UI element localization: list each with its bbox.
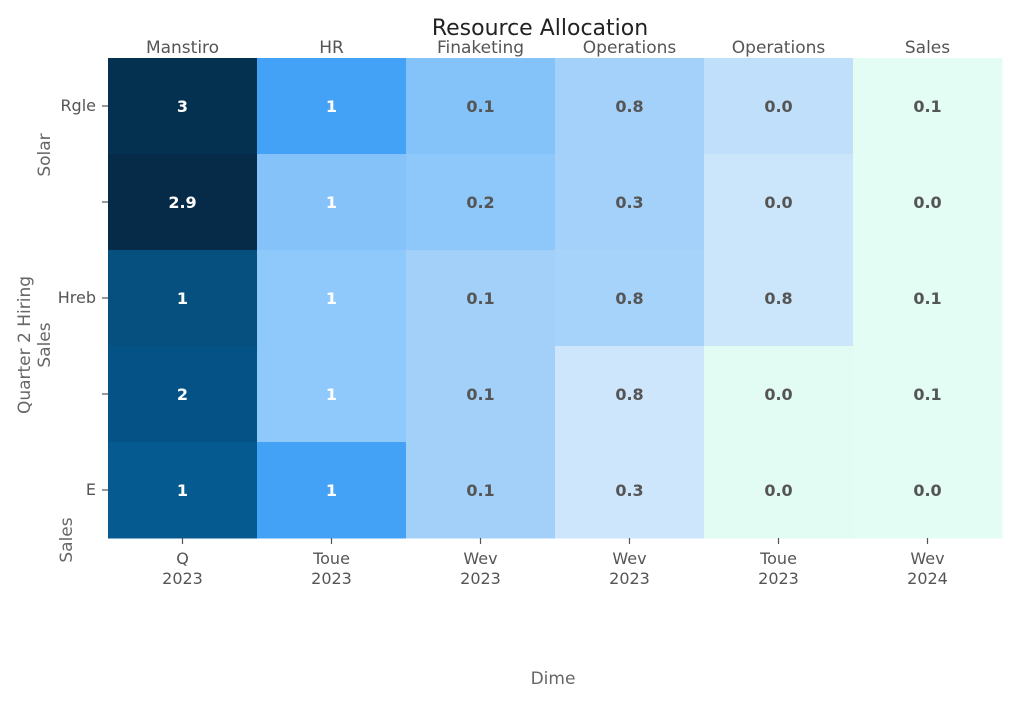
cell-value-label: 0.0: [764, 481, 792, 500]
heatmap-cell: [406, 442, 556, 539]
heatmap-cell: [406, 346, 556, 443]
heatmap-cell: [704, 250, 854, 347]
cell-value-label: 1: [326, 193, 337, 212]
heatmap-cells: 3 1 0.1 0.8 0.0 0.1 2.9 1 0.2 0.3 0.0 0.0 1 1 0.1 0.8 0.…: [108, 58, 1003, 539]
cell-value-label: 0.8: [764, 289, 792, 308]
heatmap-cell: [108, 154, 258, 251]
heatmap-cell: [555, 346, 705, 443]
x-tick-label-line-2: 2023: [162, 569, 203, 588]
chart-title: Resource Allocation: [432, 16, 648, 41]
heatmap-cell: [108, 442, 258, 539]
y-axis-label-fragment-bottom: Sales: [57, 517, 77, 562]
cell-value-label: 0.1: [913, 385, 941, 404]
cell-value-label: 0.1: [466, 385, 494, 404]
heatmap-cell: [257, 58, 407, 155]
cell-value-label: 1: [326, 289, 337, 308]
heatmap-cell: [853, 58, 1003, 155]
heatmap-cell: [406, 250, 556, 347]
y-axis-label-fragment-top: Solar: [35, 133, 55, 176]
x-tick-label-line-2: 2023: [609, 569, 650, 588]
cell-value-label: 0.1: [466, 97, 494, 116]
heatmap-cell: [406, 58, 556, 155]
cell-value-label: 1: [326, 481, 337, 500]
cell-value-label: 0.3: [615, 481, 643, 500]
heatmap-cell: [555, 442, 705, 539]
y-axis-label-line-1: Quarter 2 Hiring: [15, 276, 35, 414]
cell-value-label: 1: [177, 289, 188, 308]
cell-value-label: 1: [326, 97, 337, 116]
heatmap-cell: [853, 346, 1003, 443]
x-tick-label-line-2: 2024: [907, 569, 948, 588]
x-tick-label-line-2: 2023: [460, 569, 501, 588]
top-category-label: Manstiro: [146, 38, 219, 58]
cell-value-label: 1: [177, 481, 188, 500]
cell-value-label: 0.0: [764, 193, 792, 212]
top-category-label: Operations: [583, 38, 677, 58]
heatmap-cell: [257, 250, 407, 347]
cell-value-label: 0.8: [615, 97, 643, 116]
heatmap-cell: [257, 442, 407, 539]
cell-value-label: 2.9: [168, 193, 196, 212]
cell-value-label: 0.2: [466, 193, 494, 212]
cell-value-label: 0.1: [466, 481, 494, 500]
y-axis-ticks: Rgle Hreb Ε: [58, 96, 108, 499]
x-tick-label-line-1: Toue: [312, 549, 350, 568]
heatmap-cell: [853, 250, 1003, 347]
x-tick-label-line-1: Wev: [910, 549, 944, 568]
x-axis-label: Dime: [531, 669, 576, 689]
y-tick-label: Ε: [86, 480, 96, 499]
y-axis-label-line-2: Sales: [35, 322, 55, 367]
cell-value-label: 2: [177, 385, 188, 404]
heatmap-cell: [555, 250, 705, 347]
cell-value-label: 0.0: [913, 193, 941, 212]
cell-value-label: 0.8: [615, 385, 643, 404]
cell-value-label: 3: [177, 97, 188, 116]
heatmap-cell: [704, 346, 854, 443]
heatmap-cell: [853, 442, 1003, 539]
cell-value-label: 0.0: [764, 97, 792, 116]
top-category-label: Operations: [732, 38, 826, 58]
heatmap-cell: [257, 346, 407, 443]
cell-value-label: 0.1: [466, 289, 494, 308]
x-tick-label-line-1: Toue: [759, 549, 797, 568]
cell-value-label: 1: [326, 385, 337, 404]
heatmap-cell: [555, 58, 705, 155]
heatmap-cell: [704, 442, 854, 539]
top-labels: Manstiro HR Finaketing Operations Operations…: [146, 38, 950, 58]
cell-value-label: 0.3: [615, 193, 643, 212]
top-category-label: Sales: [905, 38, 950, 58]
heatmap-cell: [108, 58, 258, 155]
heatmap-cell: [704, 154, 854, 251]
heatmap-cell: [555, 154, 705, 251]
y-tick-label: Rgle: [60, 96, 96, 115]
top-category-label: Finaketing: [437, 38, 524, 58]
heatmap-cell: [704, 58, 854, 155]
heatmap-cell: [108, 250, 258, 347]
cell-value-label: 0.0: [913, 481, 941, 500]
cell-value-label: 0.0: [764, 385, 792, 404]
heatmap-cell: [406, 154, 556, 251]
heatmap-cell: [853, 154, 1003, 251]
y-tick-label: Hreb: [58, 288, 96, 307]
x-axis-ticks: Q2023Toue2023Wev2023Wev2023Toue2023Wev20…: [162, 538, 948, 588]
x-tick-label-line-1: Q: [176, 549, 189, 568]
x-tick-label-line-2: 2023: [758, 569, 799, 588]
x-tick-label-line-1: Wev: [612, 549, 646, 568]
heatmap-cell: [257, 154, 407, 251]
heatmap-cell: [108, 346, 258, 443]
cell-value-label: 0.1: [913, 289, 941, 308]
cell-value-label: 0.8: [615, 289, 643, 308]
x-tick-label-line-1: Wev: [463, 549, 497, 568]
top-category-label: HR: [319, 38, 344, 58]
cell-value-label: 0.1: [913, 97, 941, 116]
x-tick-label-line-2: 2023: [311, 569, 352, 588]
